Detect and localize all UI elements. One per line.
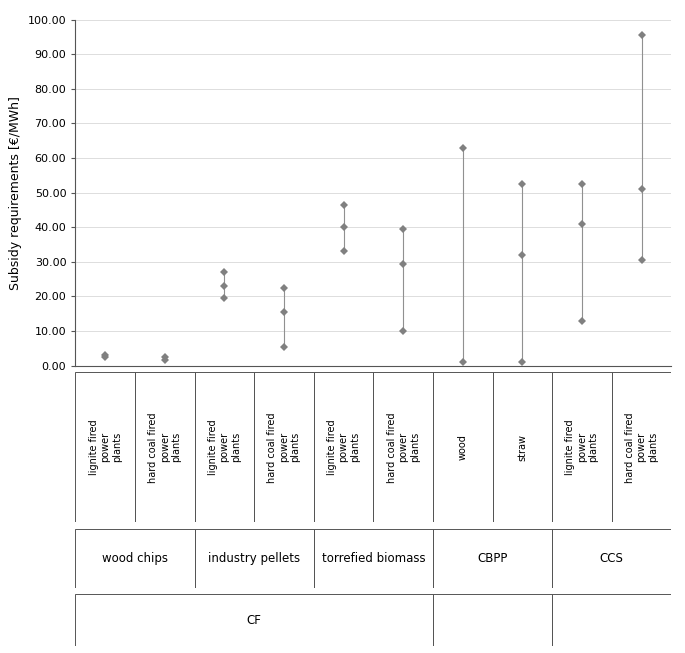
Text: hard coal fired
power
plants: hard coal fired power plants bbox=[148, 412, 182, 483]
Y-axis label: Subsidy requirements [€/MWh]: Subsidy requirements [€/MWh] bbox=[9, 96, 22, 289]
Text: industry pellets: industry pellets bbox=[208, 552, 300, 565]
Text: lignite fired
power
plants: lignite fired power plants bbox=[327, 419, 360, 475]
Text: wood: wood bbox=[458, 434, 468, 460]
Text: CCS: CCS bbox=[600, 552, 623, 565]
Text: wood chips: wood chips bbox=[102, 552, 168, 565]
Text: torrefied biomass: torrefied biomass bbox=[321, 552, 425, 565]
Text: straw: straw bbox=[517, 434, 527, 461]
Text: CBPP: CBPP bbox=[477, 552, 508, 565]
Text: hard coal fired
power
plants: hard coal fired power plants bbox=[267, 412, 301, 483]
Text: lignite fired
power
plants: lignite fired power plants bbox=[565, 419, 599, 475]
Text: lignite fired
power
plants: lignite fired power plants bbox=[88, 419, 122, 475]
Text: hard coal fired
power
plants: hard coal fired power plants bbox=[386, 412, 420, 483]
Text: CF: CF bbox=[247, 614, 262, 627]
Text: lignite fired
power
plants: lignite fired power plants bbox=[208, 419, 241, 475]
Text: hard coal fired
power
plants: hard coal fired power plants bbox=[625, 412, 658, 483]
